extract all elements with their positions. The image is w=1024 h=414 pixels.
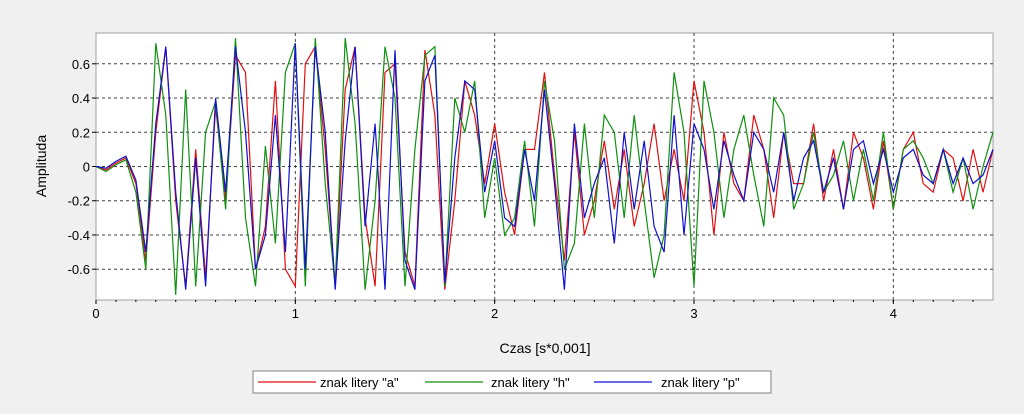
x-axis-ticks: 0 1 2 3 4 [92, 300, 974, 321]
legend: znak litery "a" znak litery "h" znak liter… [252, 370, 772, 394]
x-tick-label: 2 [491, 306, 498, 321]
y-tick-label: 0.6 [72, 57, 90, 72]
legend-label: znak litery "p" [661, 375, 740, 390]
y-tick-label: 0.4 [72, 91, 90, 106]
x-tick-label: 3 [690, 306, 697, 321]
series-line-2 [95, 38, 994, 295]
grid-lines [96, 33, 993, 300]
x-tick-label: 1 [292, 306, 299, 321]
legend-label: znak litery "a" [320, 375, 399, 390]
y-tick-label: -0.2 [68, 194, 90, 209]
x-tick-label: 4 [890, 306, 897, 321]
y-tick-label: -0.4 [68, 228, 90, 243]
legend-label: znak litery "h" [491, 375, 570, 390]
series-line-3 [95, 43, 994, 290]
x-tick-label: 0 [92, 306, 99, 321]
x-axis-title: Czas [s*0,001] [499, 340, 590, 356]
y-tick-label: -0.6 [68, 262, 90, 277]
y-axis-title: Amplituda [33, 135, 49, 197]
y-axis-ticks: 0.6 0.4 0.2 0 -0.2 -0.4 -0.6 [68, 57, 96, 277]
y-tick-label: 0.2 [72, 125, 90, 140]
y-tick-label: 0 [83, 160, 90, 175]
legend-box [252, 370, 772, 394]
series-layer [95, 38, 994, 295]
